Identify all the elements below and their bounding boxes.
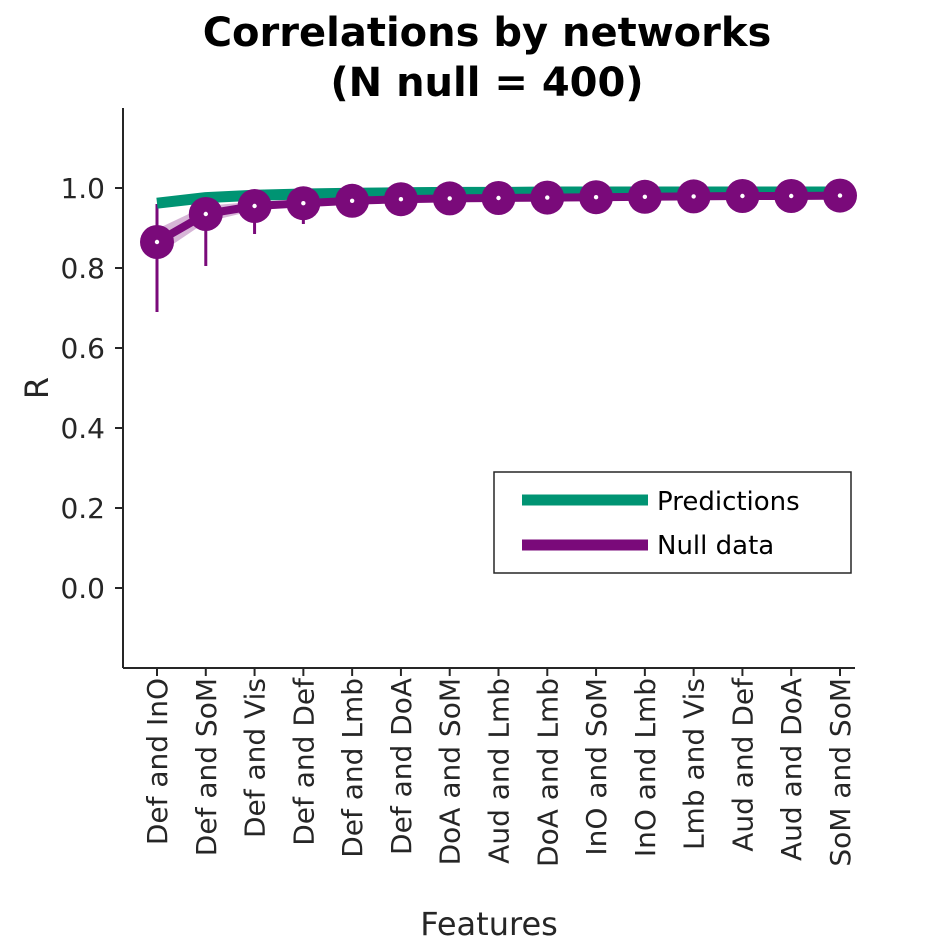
legend-label-predictions: Predictions (657, 487, 800, 517)
x-tick-label: InO and Lmb (629, 678, 662, 857)
null-data-point-center (203, 211, 208, 217)
x-tick-label: Def and DoA (385, 678, 418, 855)
y-tick-label: 0.0 (60, 572, 105, 605)
y-tick-label: 0.2 (60, 492, 105, 525)
x-tick-label: Lmb and Vis (678, 678, 711, 850)
null-data-point-center (154, 239, 160, 245)
null-data-point-center (349, 198, 355, 203)
y-tick-label: 0.6 (60, 332, 105, 365)
null-data-point-center (691, 194, 696, 199)
x-tick-label: Def and SoM (190, 678, 223, 856)
legend: Predictions Null data (493, 471, 852, 574)
null-data-point-center (593, 195, 599, 200)
null-data-point-center (447, 196, 452, 201)
null-data-point-center (496, 195, 501, 201)
chart-title: Correlations by networks (203, 10, 772, 56)
null-data-point-center (545, 195, 550, 200)
null-data-point-center (642, 194, 648, 199)
x-tick-label: DoA and SoM (434, 678, 467, 865)
legend-box (493, 471, 852, 574)
x-tick-label: Def and Lmb (336, 678, 369, 858)
x-tick-label: Aud and Def (726, 677, 759, 852)
x-tick-label: Aud and Lmb (483, 678, 516, 864)
y-tick-label: 1.0 (60, 172, 105, 205)
chart-subtitle: (N null = 400) (330, 60, 643, 106)
x-tick-label: Def and InO (141, 678, 174, 845)
null-data-markers (140, 178, 857, 259)
null-data-point-center (252, 203, 257, 209)
y-tick-label: 0.8 (60, 252, 105, 285)
x-tick-label: DoA and Lmb (531, 678, 564, 867)
y-axis-label: R (18, 377, 56, 399)
x-tick-label: Aud and DoA (775, 678, 808, 861)
x-tick-label: Def and Vis (239, 678, 272, 838)
null-data-point-center (837, 193, 843, 198)
x-axis-label: Features (420, 905, 558, 943)
x-axis-ticks: Def and InO Def and SoM Def and Vis Def and… (141, 668, 857, 867)
null-data-point-center (398, 197, 404, 202)
x-tick-label: Def and Def (287, 677, 320, 846)
null-data-point-center (740, 193, 745, 199)
null-data-point-center (789, 193, 794, 199)
y-axis-ticks: 0.0 0.2 0.4 0.6 0.8 1.0 (60, 172, 123, 605)
y-tick-label: 0.4 (60, 412, 105, 445)
x-tick-label: InO and SoM (580, 678, 613, 856)
legend-label-null-data: Null data (657, 531, 774, 561)
x-tick-label: SoM and SoM (824, 678, 857, 867)
null-data-point-center (301, 201, 306, 206)
